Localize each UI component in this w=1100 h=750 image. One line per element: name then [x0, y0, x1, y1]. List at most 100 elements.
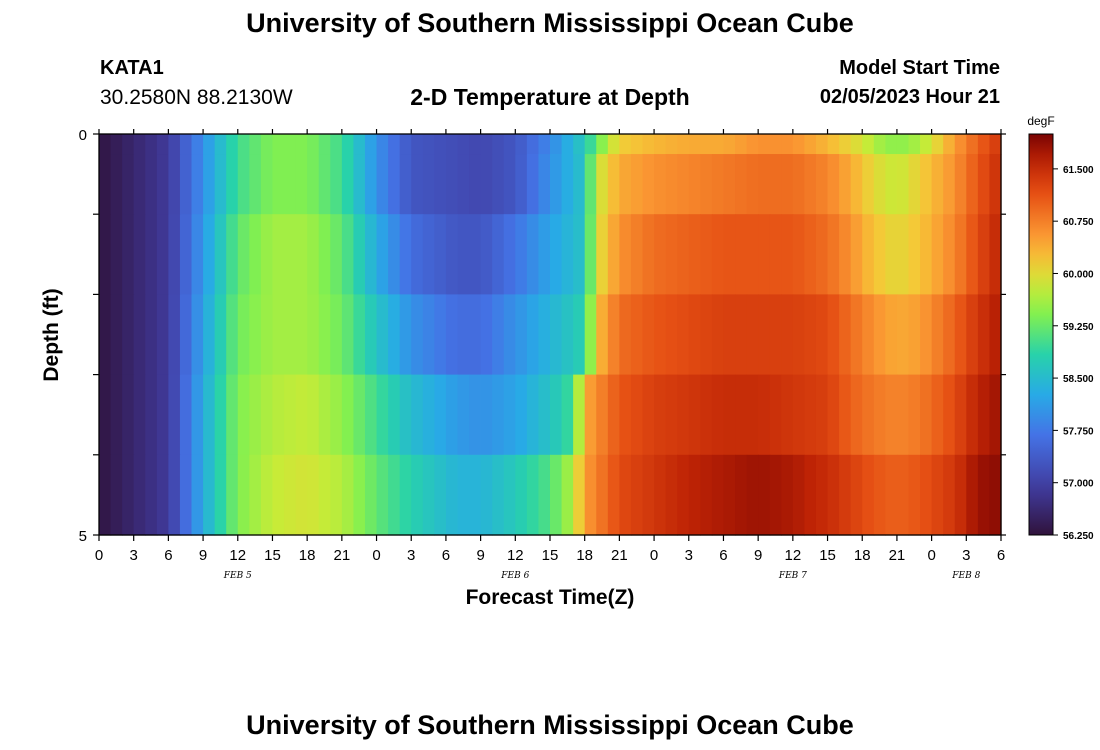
heatmap-cell: [480, 214, 493, 295]
heatmap-cell: [330, 454, 343, 536]
heatmap-cell: [781, 134, 794, 155]
heatmap-cell: [619, 294, 632, 376]
heatmap-cell: [688, 374, 701, 456]
heatmap-cell: [723, 294, 736, 376]
heatmap-cell: [688, 294, 701, 376]
heatmap-cell: [295, 134, 308, 155]
heatmap-cell: [596, 134, 609, 155]
heatmap-cell: [642, 454, 655, 536]
heatmap-cell: [573, 154, 586, 215]
heatmap-cell: [191, 134, 204, 155]
heatmap-cell: [272, 374, 285, 456]
heatmap-cell: [908, 454, 921, 536]
heatmap-cell: [341, 374, 355, 456]
heatmap-cell: [353, 154, 366, 215]
heatmap-cell: [596, 454, 609, 536]
heatmap-cell: [203, 374, 216, 456]
heatmap-cell: [885, 454, 898, 536]
heatmap-cell: [989, 374, 1002, 456]
heatmap-cell: [214, 454, 227, 536]
heatmap-cell: [677, 294, 690, 376]
heatmap-cell: [341, 454, 355, 536]
heatmap-cell: [318, 374, 331, 456]
heatmap-cell: [677, 214, 690, 295]
heatmap-cell: [966, 214, 979, 295]
x-tick-label: 6: [164, 547, 172, 564]
heatmap-cell: [920, 454, 933, 536]
heatmap-cell: [422, 214, 435, 295]
heatmap-cell: [457, 214, 470, 295]
heatmap-cell: [665, 454, 678, 536]
heatmap-cell: [469, 454, 482, 536]
heatmap-cell: [249, 374, 262, 456]
colorbar-tick-label: 57.000: [1063, 479, 1094, 490]
x-tick-label: 12: [229, 547, 246, 564]
heatmap-cell: [168, 134, 181, 155]
heatmap-cell: [596, 374, 609, 456]
heatmap-cell: [538, 454, 551, 536]
heatmap-cell: [526, 154, 540, 215]
heatmap-cell: [388, 374, 401, 456]
heatmap-cell: [781, 154, 794, 215]
heatmap-cell: [237, 294, 250, 376]
heatmap-cell: [295, 454, 308, 536]
heatmap-cell: [156, 294, 169, 376]
heatmap-cell: [110, 454, 123, 536]
heatmap-cell: [526, 294, 540, 376]
heatmap-cell: [179, 454, 193, 536]
date-label: FEB 8: [951, 571, 980, 581]
heatmap-cell: [469, 134, 482, 155]
heatmap-cell: [122, 134, 135, 155]
heatmap-cell: [711, 214, 725, 295]
heatmap-cell: [503, 214, 516, 295]
heatmap-cell: [943, 374, 956, 456]
heatmap-cell: [885, 154, 898, 215]
heatmap-cell: [885, 294, 898, 376]
heatmap-cell: [654, 134, 667, 155]
heatmap-cell: [908, 154, 921, 215]
heatmap-cell: [480, 454, 493, 536]
heatmap-cell: [399, 154, 412, 215]
x-tick-label: 0: [95, 547, 103, 564]
x-axis-label: Forecast Time(Z): [466, 586, 635, 609]
heatmap-cell: [920, 154, 933, 215]
heatmap-cell: [226, 134, 239, 155]
heatmap-cell: [607, 294, 620, 376]
heatmap-cell: [862, 374, 875, 456]
heatmap-cell: [133, 294, 146, 376]
heatmap-cell: [341, 134, 355, 155]
heatmap-cell: [168, 294, 181, 376]
heatmap-cell: [492, 374, 505, 456]
heatmap-cell: [214, 374, 227, 456]
heatmap-cell: [480, 154, 493, 215]
x-tick-label: 9: [199, 547, 207, 564]
heatmap-cell: [237, 454, 250, 536]
heatmap-cell: [885, 134, 898, 155]
heatmap-cell: [804, 374, 817, 456]
heatmap-cell: [503, 374, 516, 456]
heatmap-cell: [156, 454, 169, 536]
heatmap-cell: [665, 134, 678, 155]
heatmap-cell: [885, 374, 898, 456]
heatmap-cell: [411, 294, 424, 376]
heatmap-cell: [156, 134, 169, 155]
heatmap-cell: [862, 214, 875, 295]
heatmap-cell: [769, 214, 782, 295]
heatmap-cell: [318, 294, 331, 376]
heatmap-cell: [434, 154, 447, 215]
heatmap-cell: [804, 214, 817, 295]
heatmap-cell: [330, 154, 343, 215]
heatmap-cell: [723, 214, 736, 295]
heatmap-cell: [792, 374, 806, 456]
colorbar-tick-label: 57.750: [1063, 426, 1094, 437]
heatmap-cell: [99, 154, 112, 215]
heatmap-cell: [769, 134, 782, 155]
heatmap-cell: [792, 454, 806, 536]
x-tick-label: 18: [576, 547, 593, 564]
heatmap-cell: [434, 454, 447, 536]
x-tick-label: 3: [130, 547, 138, 564]
heatmap-cell: [411, 154, 424, 215]
heatmap-cell: [561, 454, 574, 536]
heatmap-cell: [110, 374, 123, 456]
heatmap-cell: [735, 454, 748, 536]
